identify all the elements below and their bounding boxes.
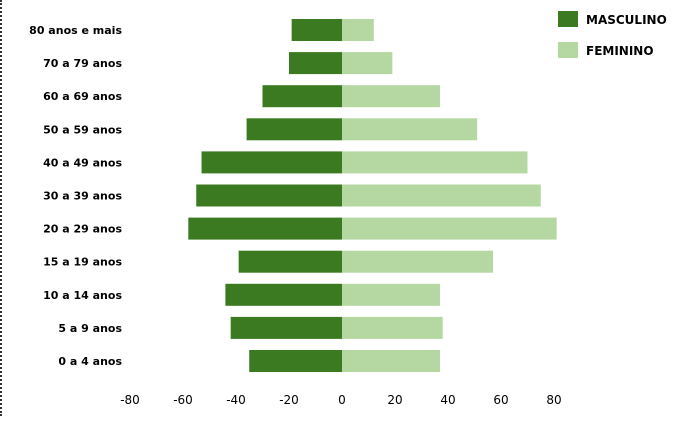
category-label: 20 a 29 anos xyxy=(43,223,122,236)
legend-label: FEMININO xyxy=(586,44,654,58)
legend-swatch xyxy=(558,11,578,27)
x-tick-label: 40 xyxy=(440,393,455,407)
category-label: 5 a 9 anos xyxy=(58,322,122,335)
bar-masculino xyxy=(238,250,342,273)
bar-feminino xyxy=(342,118,478,141)
x-tick-label: 20 xyxy=(387,393,402,407)
legend-label: MASCULINO xyxy=(586,13,667,27)
left-dotted-border xyxy=(0,0,2,416)
legend-swatch xyxy=(558,42,578,58)
bars-layer xyxy=(188,19,557,372)
bar-masculino xyxy=(225,283,342,306)
category-label: 30 a 39 anos xyxy=(43,190,122,203)
bar-feminino xyxy=(342,151,528,174)
bar-masculino xyxy=(291,19,342,41)
bar-masculino xyxy=(289,52,342,75)
category-label: 60 a 69 anos xyxy=(43,90,122,103)
category-label: 10 a 14 anos xyxy=(43,289,122,302)
bar-feminino xyxy=(342,184,541,207)
bar-feminino xyxy=(342,217,557,240)
bar-masculino xyxy=(230,316,342,339)
bar-feminino xyxy=(342,350,441,372)
bar-feminino xyxy=(342,52,393,75)
x-tick-label: 80 xyxy=(546,393,561,407)
category-labels: 80 anos e mais 70 a 79 anos 60 a 69 anos 50… xyxy=(29,24,122,368)
x-tick-label: -60 xyxy=(173,393,193,407)
x-tick-label: -80 xyxy=(120,393,140,407)
category-label: 70 a 79 anos xyxy=(43,57,122,70)
category-label: 15 a 19 anos xyxy=(43,256,122,269)
bar-masculino xyxy=(201,151,342,174)
category-label: 0 a 4 anos xyxy=(58,355,122,368)
bar-masculino xyxy=(262,85,342,108)
bar-feminino xyxy=(342,250,494,273)
category-label: 80 anos e mais xyxy=(29,24,122,37)
bar-feminino xyxy=(342,85,441,108)
bar-masculino xyxy=(196,184,342,207)
x-tick-label: -20 xyxy=(279,393,299,407)
bar-feminino xyxy=(342,316,443,339)
x-tick-label: -40 xyxy=(226,393,246,407)
bar-feminino xyxy=(342,283,441,306)
bar-feminino xyxy=(342,19,374,41)
bar-masculino xyxy=(249,350,342,372)
x-axis-ticks: -80 -60 -40 -20 0 20 40 60 80 xyxy=(120,393,561,407)
x-tick-label: 60 xyxy=(493,393,508,407)
bar-masculino xyxy=(188,217,342,240)
category-label: 40 a 49 anos xyxy=(43,156,122,169)
legend: MASCULINO FEMININO xyxy=(558,11,667,58)
bar-masculino xyxy=(246,118,342,141)
category-label: 50 a 59 anos xyxy=(43,123,122,136)
x-tick-label: 0 xyxy=(338,393,346,407)
